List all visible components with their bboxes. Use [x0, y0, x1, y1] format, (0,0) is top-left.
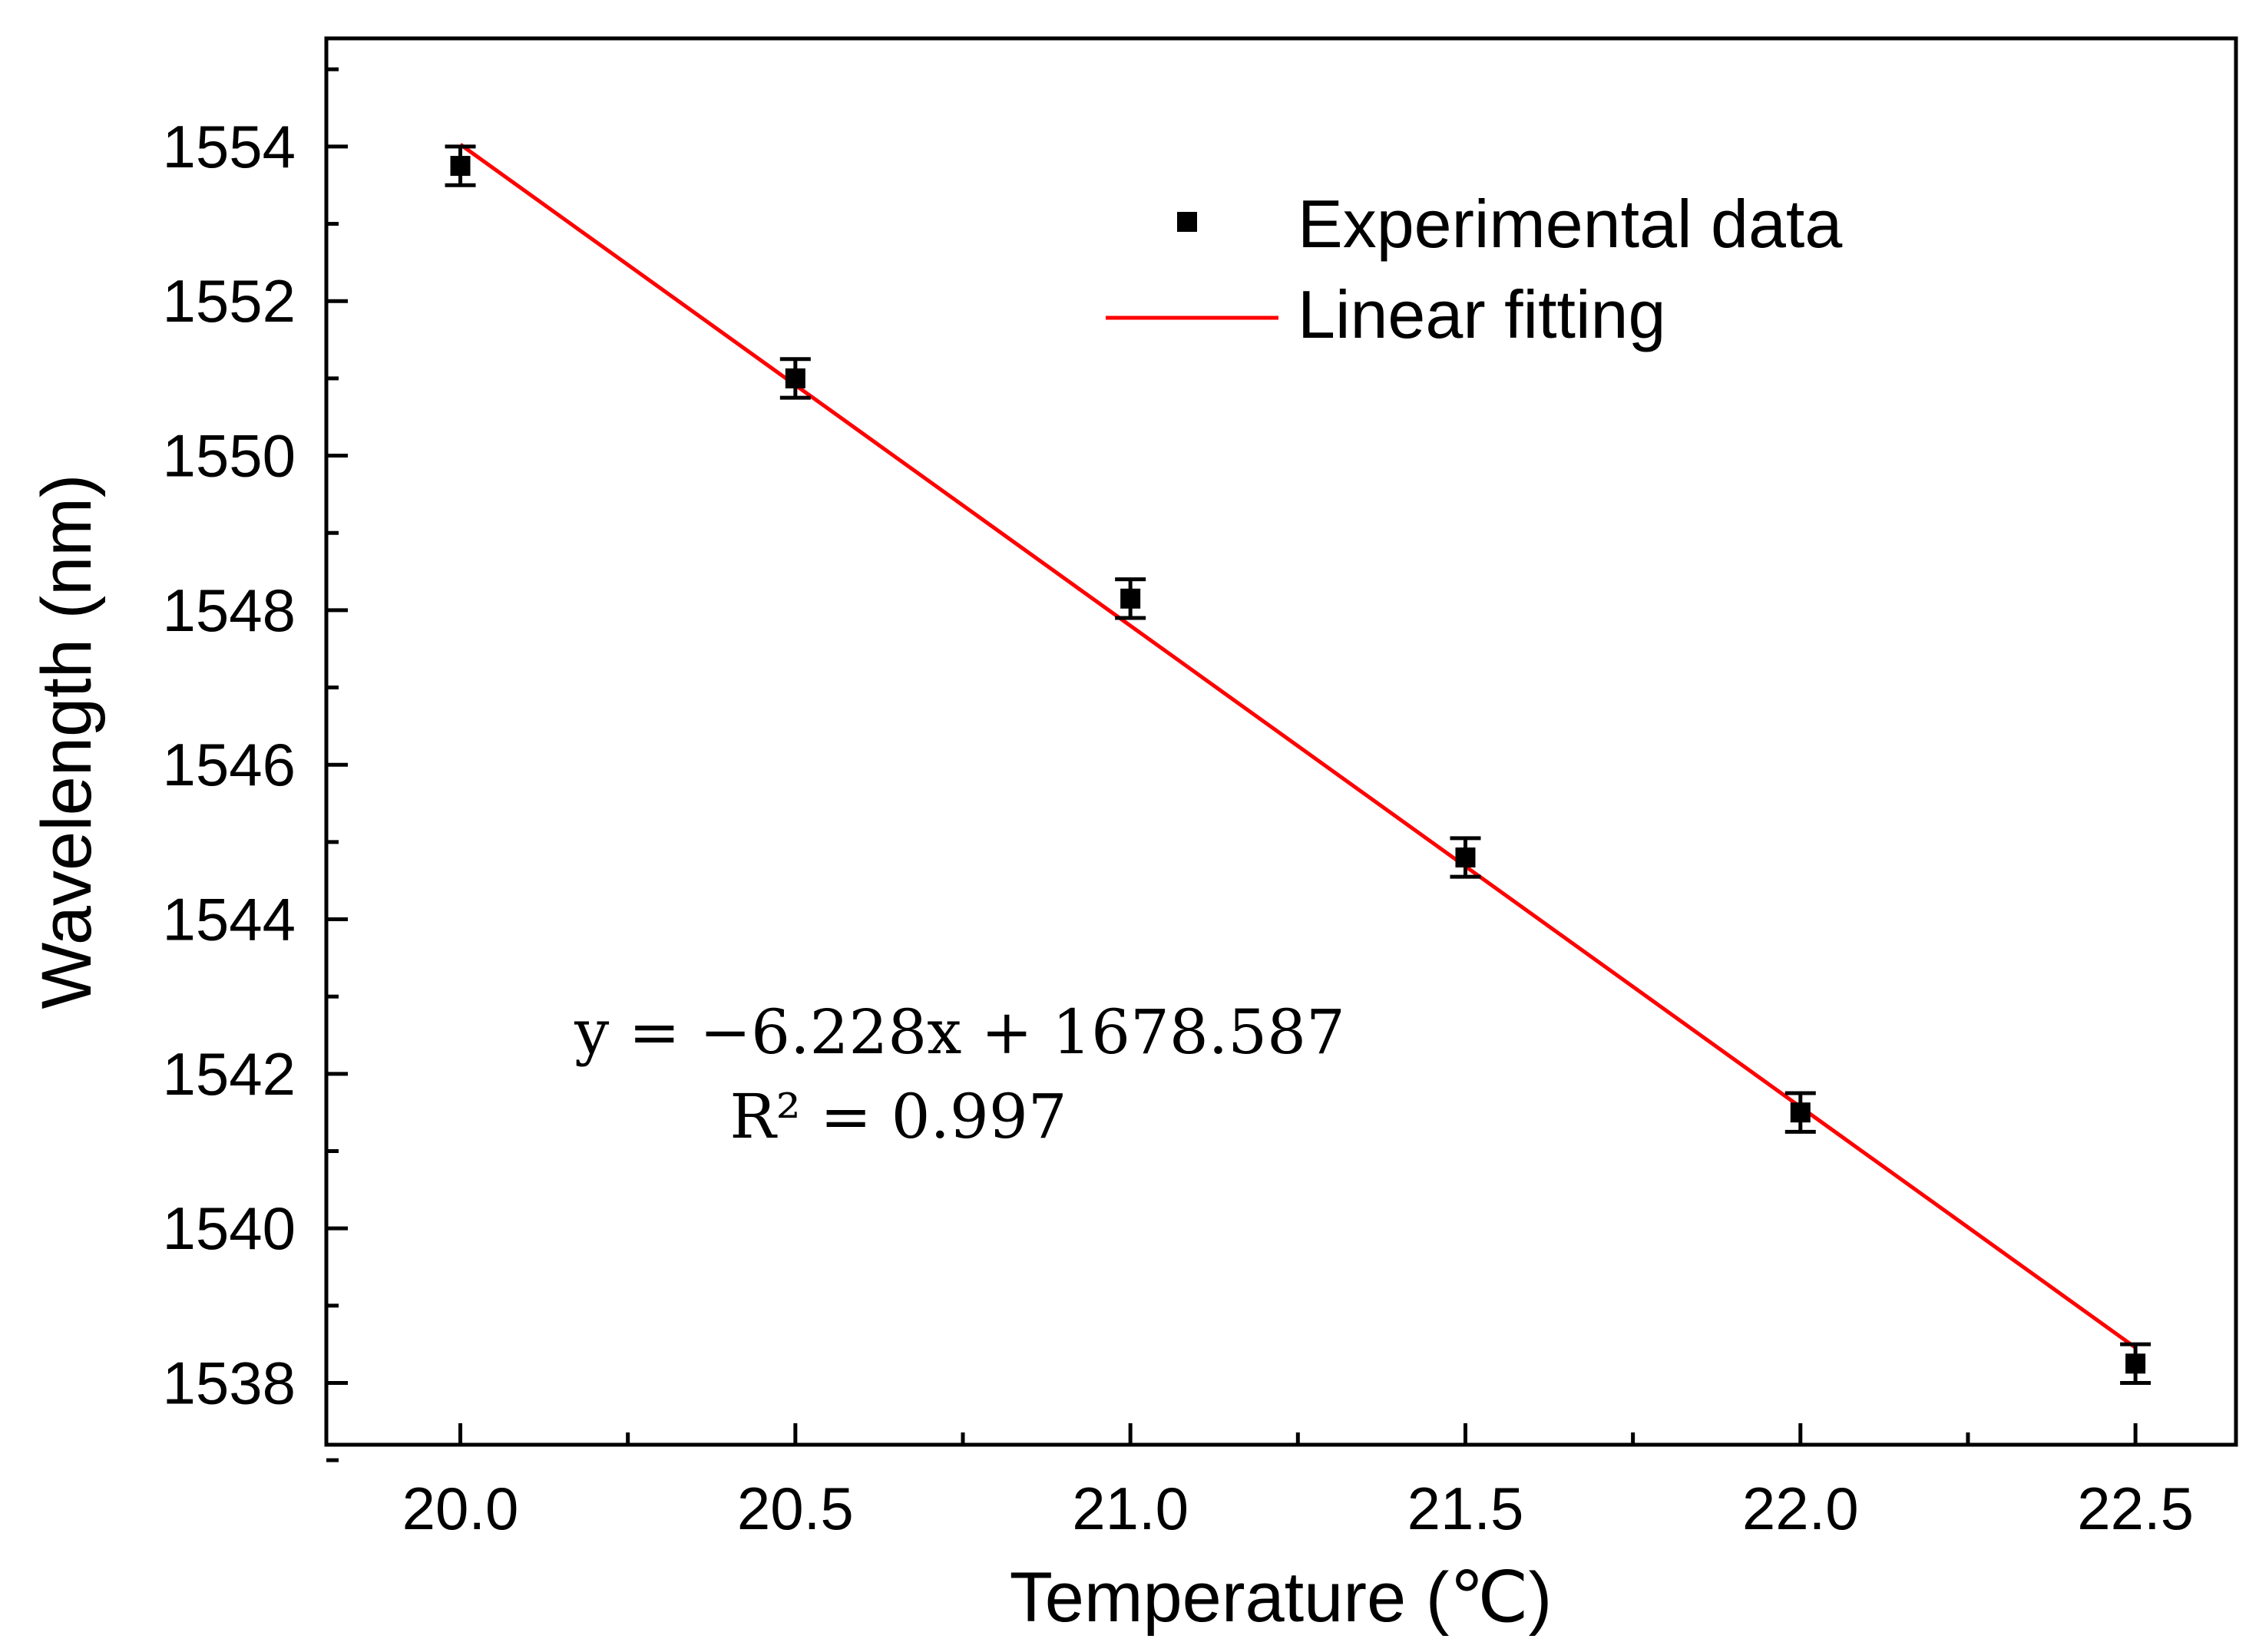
y-tick-label: 1538 — [162, 1349, 296, 1416]
y-tick-label: 1546 — [162, 731, 296, 798]
data-marker — [450, 156, 471, 177]
legend-label-fit: Linear fitting — [1298, 276, 1665, 352]
data-point — [2120, 1342, 2152, 1385]
y-tick-label: 1548 — [162, 577, 296, 644]
y-tick-label: 1540 — [162, 1194, 296, 1262]
data-marker — [1790, 1102, 1811, 1123]
data-point — [1784, 1091, 1816, 1134]
equation-text: y = −6.228x + 1678.587 — [574, 996, 1345, 1068]
data-marker — [785, 368, 805, 388]
x-tick-labels: 20.0 20.5 21.0 21.5 22.0 22.5 — [402, 1475, 2194, 1542]
r-squared-text: R² = 0.997 — [729, 1081, 1067, 1152]
y-tick-label: 1542 — [162, 1040, 296, 1108]
data-point — [1450, 836, 1481, 879]
fit-line — [459, 143, 2137, 1350]
data-marker — [1455, 847, 1476, 867]
y-tick-label: 1552 — [162, 267, 296, 335]
x-tick-label: 20.0 — [402, 1475, 519, 1542]
x-tick-label: 21.0 — [1072, 1475, 1189, 1542]
fit-line-layer — [459, 143, 2137, 1350]
legend: Experimental data Linear fitting — [1106, 186, 1842, 352]
y-tick-label: 1550 — [162, 422, 296, 490]
y-tick-label: 1554 — [162, 113, 296, 180]
data-point — [779, 357, 811, 400]
x-tick-label: 22.0 — [1742, 1475, 1859, 1542]
y-tick-labels: 1538 1540 1542 1544 1546 1548 1550 1552 1554 — [162, 113, 296, 1417]
x-axis-title: Temperature (℃) — [1010, 1558, 1553, 1637]
legend-marker-experimental — [1177, 212, 1197, 232]
y-tick-label: 1544 — [162, 886, 296, 953]
y-axis-title: Wavelength (nm) — [28, 474, 106, 1009]
plot-frame — [324, 36, 2238, 1447]
legend-label-experimental: Experimental data — [1298, 186, 1842, 262]
fit-equation: y = −6.228x + 1678.587 R² = 0.997 — [574, 996, 1345, 1152]
data-point — [445, 144, 476, 187]
data-points-layer — [445, 144, 2152, 1385]
x-tick-label: 20.5 — [737, 1475, 854, 1542]
y-axis — [326, 67, 348, 1462]
x-tick-label: 21.5 — [1407, 1475, 1524, 1542]
data-marker — [2125, 1353, 2146, 1374]
data-marker — [1120, 588, 1141, 609]
x-axis — [458, 1423, 2138, 1445]
x-tick-label: 22.5 — [2077, 1475, 2194, 1542]
data-point — [1115, 577, 1146, 620]
